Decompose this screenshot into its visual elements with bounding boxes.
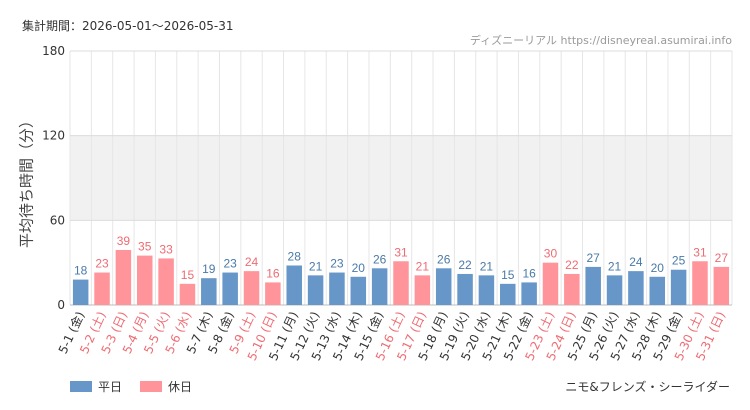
bar-value-label: 15 xyxy=(181,268,195,282)
bar xyxy=(414,275,431,305)
bar-value-label: 18 xyxy=(74,264,88,278)
bar xyxy=(201,278,217,305)
bar-value-label: 24 xyxy=(629,255,643,269)
bar xyxy=(350,276,367,305)
bar xyxy=(158,258,174,305)
bar-value-label: 16 xyxy=(522,266,536,280)
bar xyxy=(222,272,238,305)
bar-value-label: 26 xyxy=(373,252,387,266)
bar xyxy=(243,271,260,305)
bar-value-label: 24 xyxy=(245,255,259,269)
aggregation-period: 集計期間：2026-05-01〜2026-05-31 xyxy=(22,19,234,33)
legend-item-holiday: 休日 xyxy=(140,378,192,395)
highlight-band xyxy=(70,135,732,221)
bar xyxy=(542,262,559,305)
bar xyxy=(585,266,601,305)
bar xyxy=(649,276,666,305)
bar xyxy=(713,266,730,305)
bar-value-label: 25 xyxy=(672,254,686,268)
bar-value-label: 22 xyxy=(565,258,579,272)
legend-item-weekday: 平日 xyxy=(70,378,122,395)
bar xyxy=(521,282,537,305)
bar xyxy=(564,273,580,305)
y-tick-label: 120 xyxy=(42,129,65,143)
bar-value-label: 15 xyxy=(501,268,515,282)
bar xyxy=(72,279,89,305)
bar-value-label: 20 xyxy=(352,261,366,275)
bar xyxy=(371,268,388,305)
bar-value-label: 16 xyxy=(266,266,280,280)
attraction-name: ニモ&フレンズ・シーライダー xyxy=(565,380,730,394)
bar-value-label: 20 xyxy=(651,261,665,275)
y-tick-label: 180 xyxy=(42,44,65,58)
legend-label-weekday: 平日 xyxy=(98,380,123,394)
legend-label-holiday: 休日 xyxy=(168,380,193,394)
bar xyxy=(179,283,196,305)
y-tick-label: 0 xyxy=(57,298,65,312)
bar-value-label: 39 xyxy=(117,234,131,248)
bar-value-label: 23 xyxy=(95,257,109,271)
bar xyxy=(265,282,281,305)
bar xyxy=(136,255,153,305)
bar xyxy=(307,275,324,305)
legend: 平日 休日 xyxy=(70,378,192,395)
bar xyxy=(457,273,473,305)
site-credit: ディズニーリアル https://disneyreal.asumirai.inf… xyxy=(469,34,732,47)
bar xyxy=(628,271,644,305)
bar-value-label: 19 xyxy=(202,262,216,276)
bar-value-label: 31 xyxy=(394,245,408,259)
bar xyxy=(435,268,452,305)
y-tick-label: 60 xyxy=(50,213,65,227)
bar-value-label: 23 xyxy=(223,257,237,271)
bar xyxy=(478,275,495,305)
weekday-swatch xyxy=(70,381,92,392)
bar xyxy=(606,275,623,305)
bar-value-label: 23 xyxy=(330,257,344,271)
bar xyxy=(286,265,302,305)
bar-value-label: 21 xyxy=(608,259,622,273)
bar-value-label: 26 xyxy=(437,252,451,266)
bar xyxy=(115,249,132,305)
bar-value-label: 21 xyxy=(416,259,430,273)
bar xyxy=(670,269,687,305)
bar xyxy=(393,261,409,305)
holiday-swatch xyxy=(140,381,163,392)
bar-value-label: 27 xyxy=(715,251,729,265)
bar-value-label: 31 xyxy=(693,245,707,259)
bar-value-label: 30 xyxy=(544,247,558,261)
bar-value-label: 35 xyxy=(138,240,152,254)
bar xyxy=(329,272,345,305)
bar-value-label: 28 xyxy=(288,249,302,263)
bar-value-label: 21 xyxy=(480,259,494,273)
bar xyxy=(692,261,708,305)
bar-value-label: 33 xyxy=(159,242,173,256)
bar-value-label: 21 xyxy=(309,259,323,273)
bar-value-label: 27 xyxy=(587,251,601,265)
bar xyxy=(94,272,110,305)
bar xyxy=(500,283,516,305)
bar-value-label: 22 xyxy=(458,258,472,272)
